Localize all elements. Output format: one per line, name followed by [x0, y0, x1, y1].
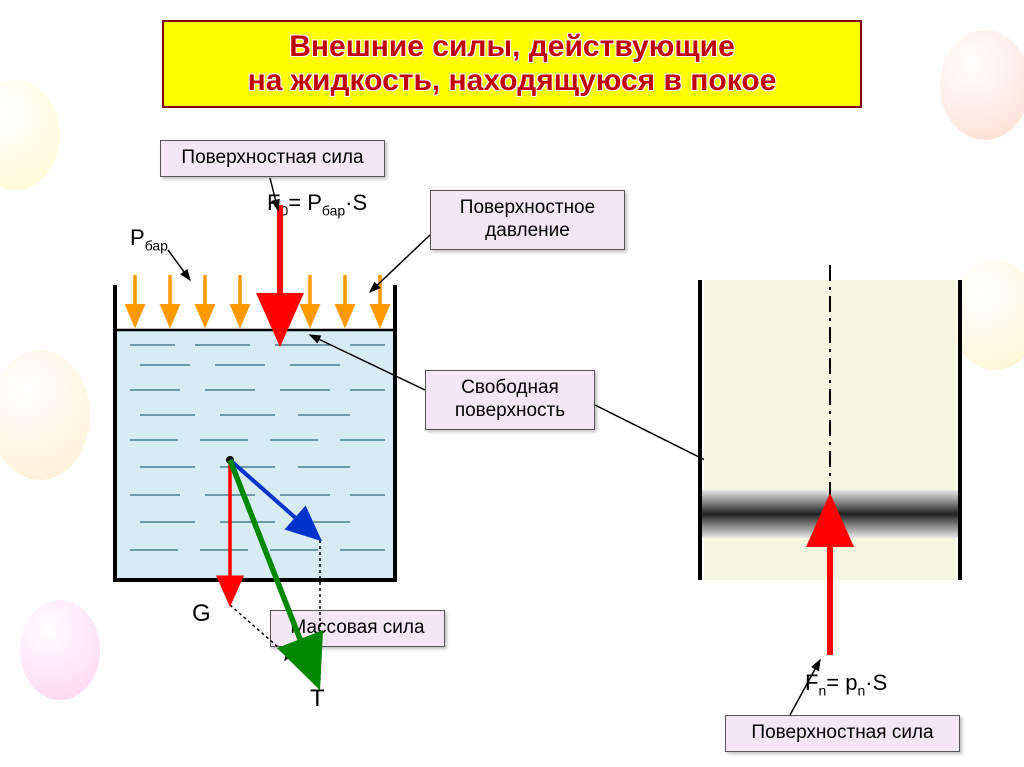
diagram-scene — [0, 0, 1024, 767]
orange-arrows — [135, 275, 380, 325]
left-vessel — [115, 285, 395, 580]
